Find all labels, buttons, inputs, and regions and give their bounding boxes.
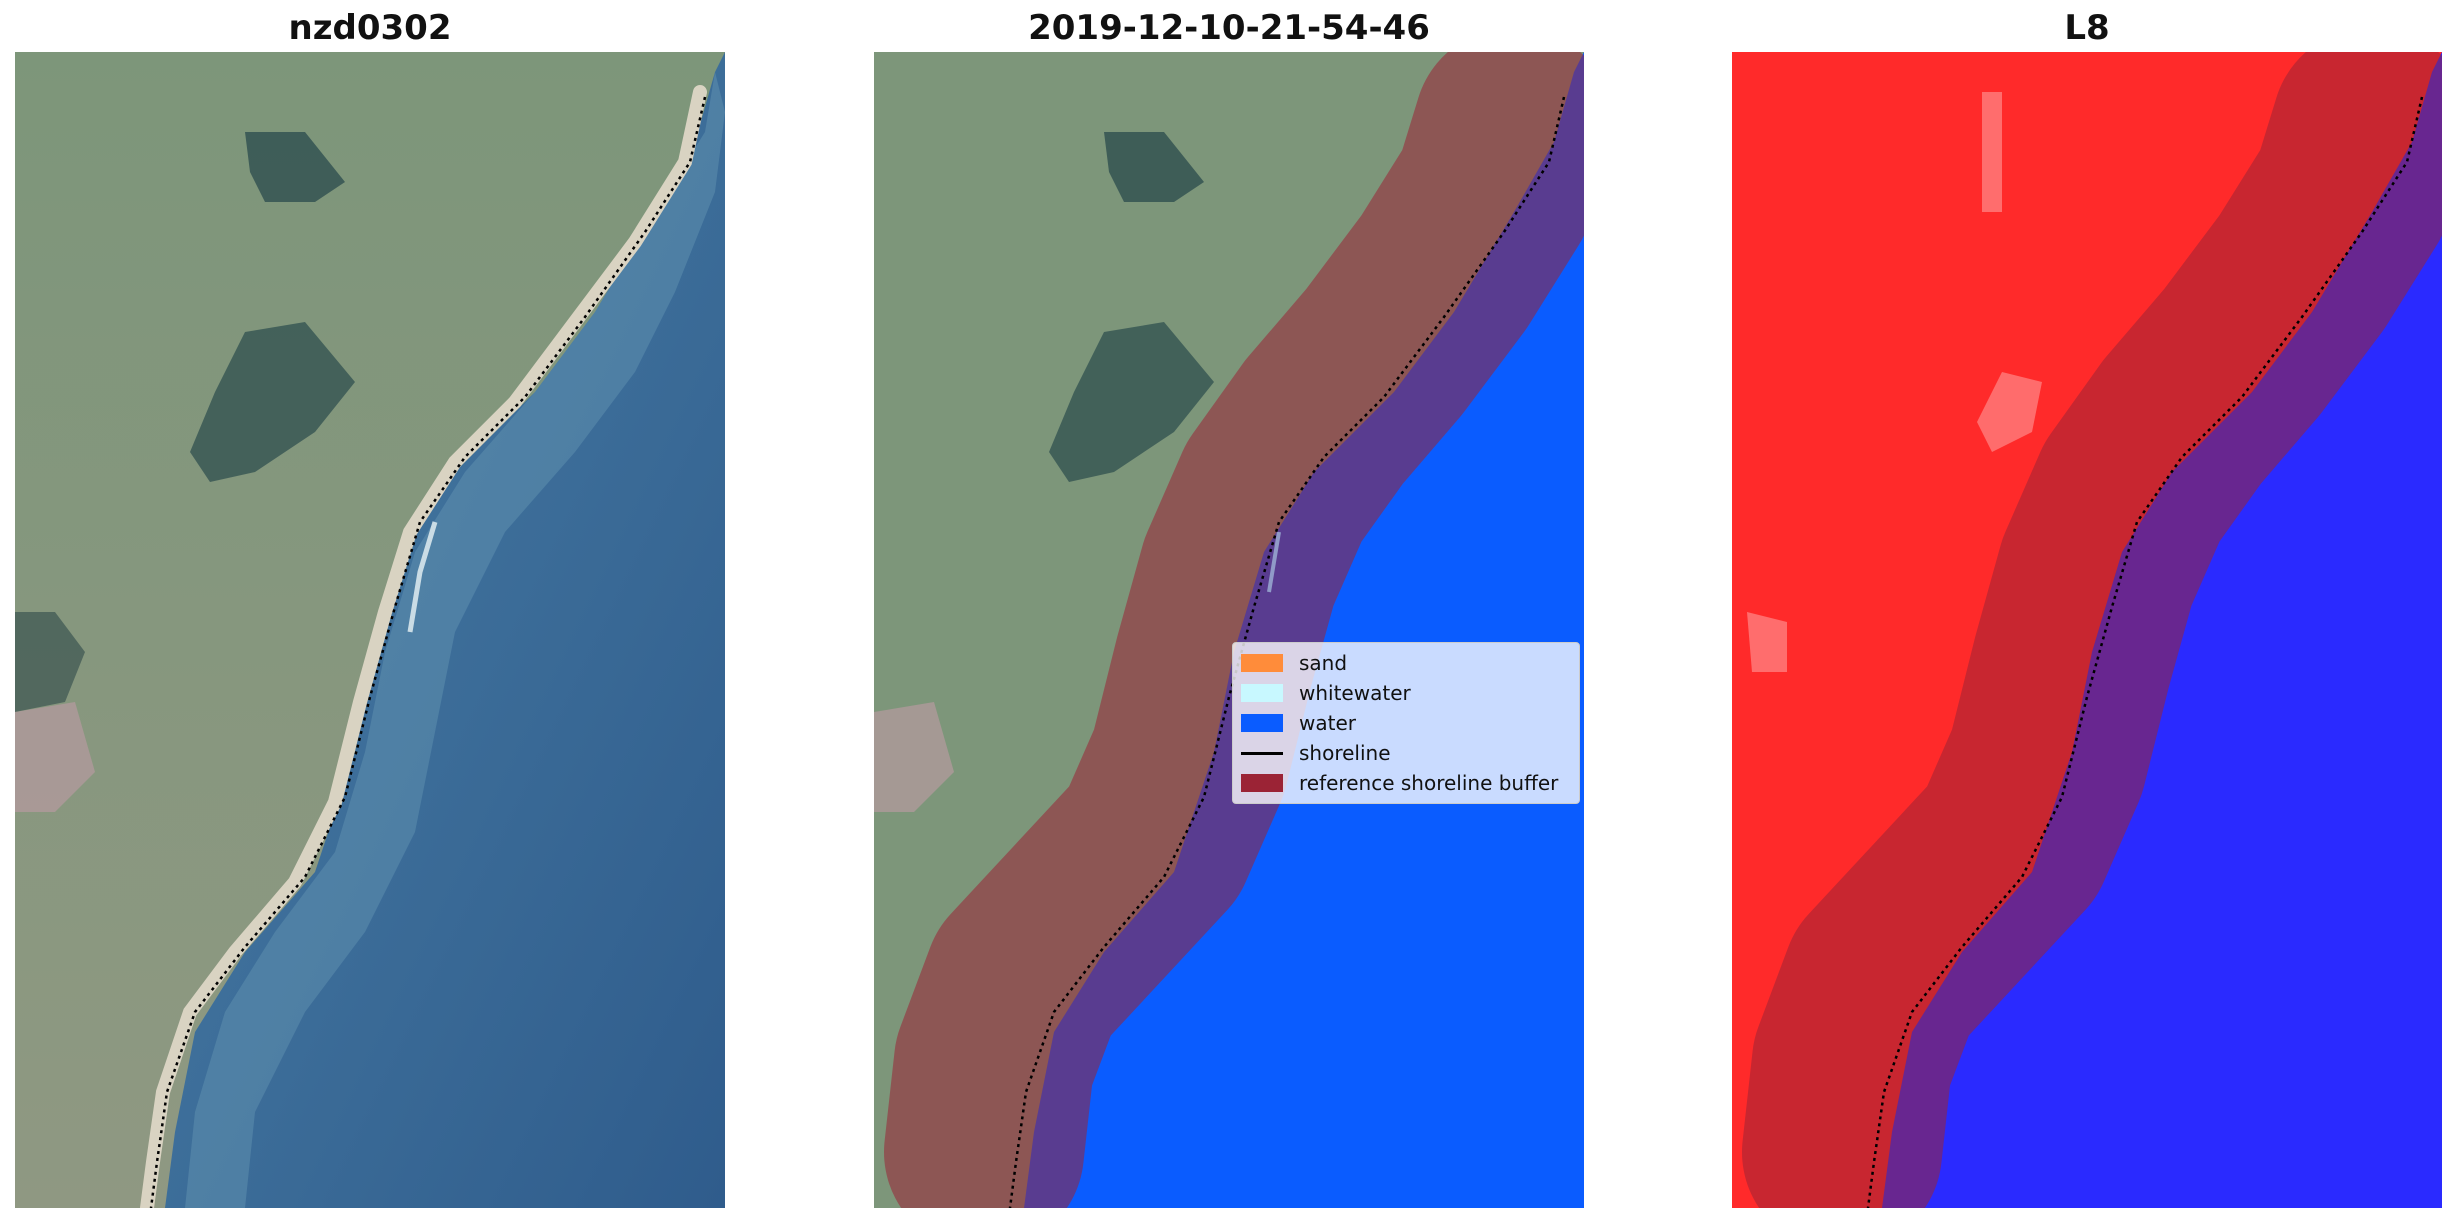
shoreline-line-swatch — [1241, 751, 1283, 755]
light-patch-3 — [1982, 92, 2002, 212]
classification-panel — [874, 52, 1584, 1208]
light-patch-1 — [1977, 372, 2042, 452]
whitewater-foam — [407, 521, 438, 633]
dark-vegetation-2 — [1104, 132, 1204, 202]
legend-label-shoreline: shoreline — [1299, 741, 1391, 765]
whitewater-patches — [1267, 531, 1281, 593]
reference-shoreline-buffer — [1742, 52, 2442, 1208]
legend-label-sand: sand — [1299, 651, 1348, 675]
panel-title-nzd0302: nzd0302 — [288, 8, 452, 48]
sand-swatch — [1241, 654, 1283, 672]
dark-vegetation-1 — [1049, 322, 1214, 482]
legend: sand whitewater water shoreline referenc… — [1232, 642, 1580, 804]
rgb-satellite-image — [15, 52, 725, 1208]
water-swatch — [1241, 714, 1283, 732]
legend-label-whitewater: whitewater — [1299, 681, 1411, 705]
buffer-swatch — [1241, 774, 1283, 792]
nearshore-shallows — [185, 72, 725, 1208]
l8-index-image — [1732, 52, 2442, 1208]
legend-item-buffer: reference shoreline buffer — [1241, 769, 1558, 797]
beach-strip — [140, 85, 707, 1208]
whitewater-swatch — [1241, 684, 1283, 702]
legend-label-water: water — [1299, 711, 1356, 735]
legend-label-buffer: reference shoreline buffer — [1299, 771, 1559, 795]
panel-title-l8: L8 — [2064, 8, 2110, 48]
dark-vegetation-3 — [15, 612, 85, 712]
legend-item-whitewater: whitewater — [1241, 679, 1411, 707]
light-patch-2 — [1747, 612, 1787, 672]
classified-image — [874, 52, 1584, 1208]
legend-item-shoreline: shoreline — [1241, 739, 1391, 767]
dark-vegetation-1 — [190, 322, 355, 482]
l8-index-panel — [1732, 52, 2442, 1208]
shoreline — [1866, 96, 2424, 1208]
pink-field — [15, 702, 95, 812]
legend-item-water: water — [1241, 709, 1356, 737]
dark-vegetation-2 — [245, 132, 345, 202]
reference-shoreline-buffer — [884, 52, 1584, 1208]
panel-title-date: 2019-12-10-21-54-46 — [1028, 8, 1430, 48]
pink-field — [874, 702, 954, 812]
legend-item-sand: sand — [1241, 649, 1347, 677]
shoreline — [149, 96, 707, 1208]
rgb-image-panel — [15, 52, 725, 1208]
